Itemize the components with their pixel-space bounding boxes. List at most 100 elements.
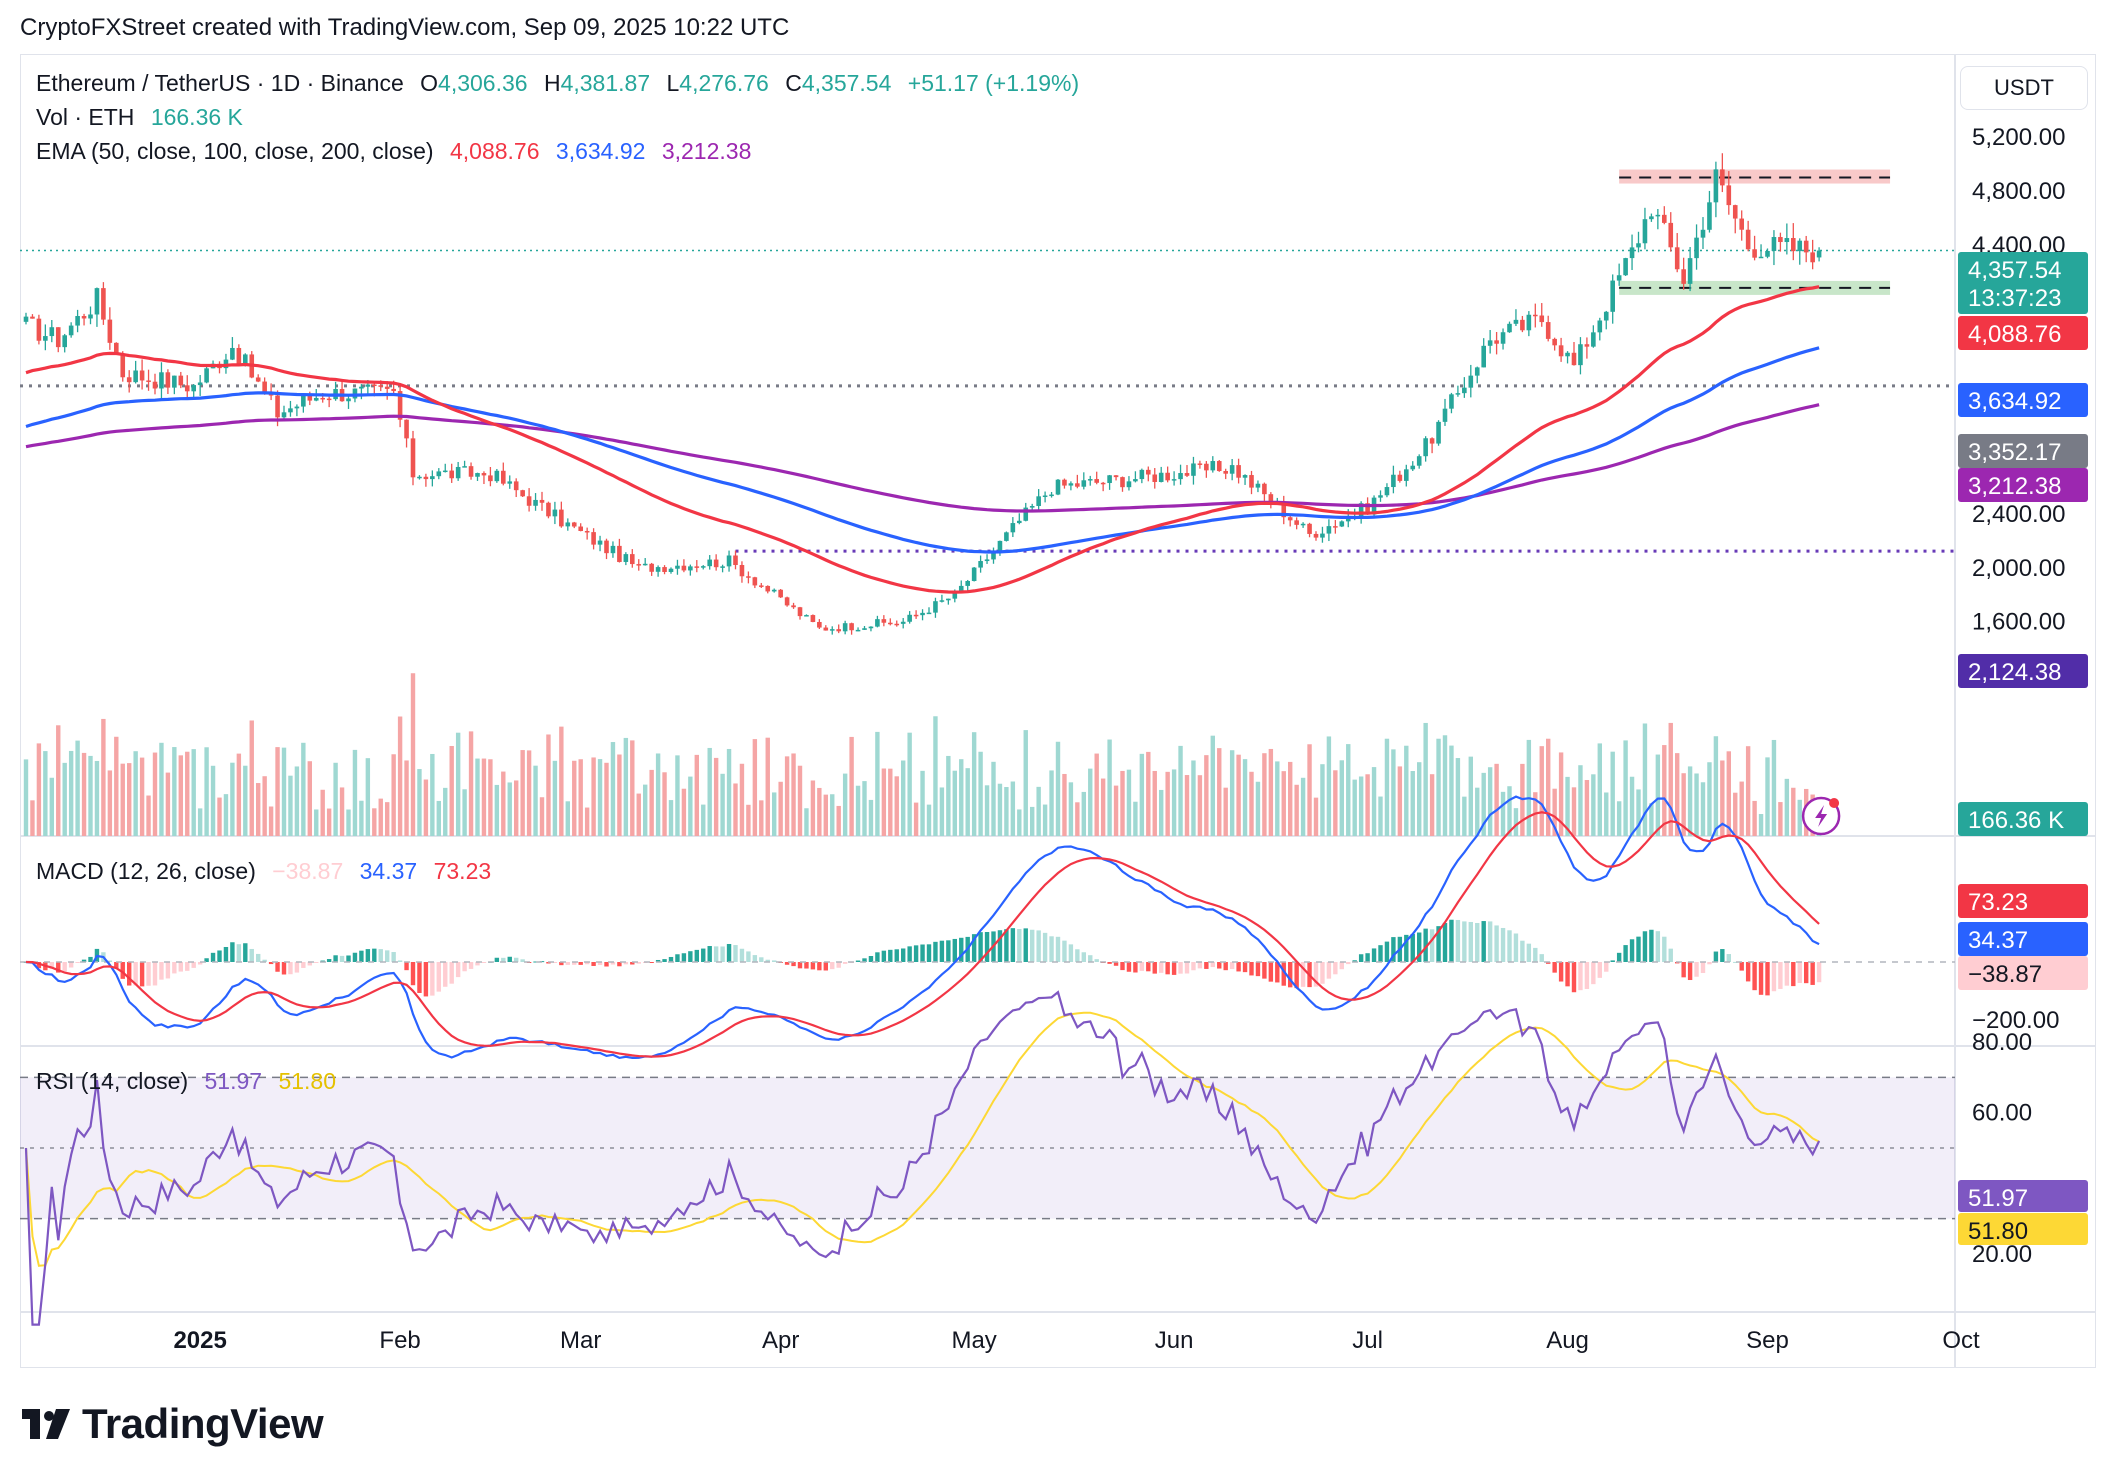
price-tick-label: 2,400.00 <box>1972 501 2065 528</box>
candle-body <box>114 342 119 355</box>
candle-body <box>1429 438 1435 444</box>
tradingview-logo[interactable]: TradingView <box>22 1400 324 1448</box>
volume-bar <box>120 763 125 836</box>
currency-selector[interactable]: USDT <box>1960 66 2088 110</box>
volume-bar <box>901 760 906 836</box>
macd-hist-bar <box>333 955 338 962</box>
ema-label[interactable]: EMA (50, close, 100, close, 200, close) <box>36 138 434 164</box>
volume-bar <box>1100 778 1106 836</box>
candle-body <box>1636 243 1641 248</box>
volume-bar <box>939 787 945 836</box>
candle-body <box>1410 465 1416 470</box>
macd-hist-bar <box>1694 962 1699 977</box>
macd-hist-bar <box>1171 962 1177 975</box>
volume-bar <box>152 752 158 836</box>
volume-bar <box>1165 771 1170 836</box>
macd-hist-bar <box>804 962 809 969</box>
volume-bar <box>1662 745 1667 836</box>
candle-body <box>288 408 293 413</box>
close-value: 4,357.54 <box>801 70 892 96</box>
macd-signal-tag-bg <box>1958 884 2088 918</box>
candle-body <box>152 381 158 389</box>
volume-bar <box>62 762 67 836</box>
candle-body <box>559 509 564 527</box>
candle-body <box>1584 344 1590 347</box>
macd-hist-bar <box>907 946 912 962</box>
macd-hist-bar <box>1816 962 1822 983</box>
candle-body <box>159 372 164 389</box>
volume-bar <box>210 765 216 836</box>
candle-body <box>771 589 777 592</box>
volume-bar <box>713 757 719 836</box>
macd-line-value: 34.37 <box>359 858 418 884</box>
macd-hist-bar <box>1358 954 1364 962</box>
macd-hist-bar <box>1184 962 1190 974</box>
volume-bar <box>526 750 532 836</box>
support-zone <box>1619 280 1891 295</box>
candle-body <box>868 626 874 629</box>
volume-bar <box>707 747 712 836</box>
macd-hist-bar <box>1533 947 1538 962</box>
volume-bar <box>643 784 648 836</box>
candle-body <box>243 354 248 366</box>
ema50-value: 4,088.76 <box>449 138 540 164</box>
candle-body <box>546 502 551 517</box>
macd-hist-bar <box>836 962 841 968</box>
macd-hist-bar <box>1778 962 1783 989</box>
volume-bar <box>1326 736 1332 836</box>
volume-bar <box>191 749 196 836</box>
macd-hist-bar <box>1604 962 1609 972</box>
macd-hist-bar <box>1720 949 1725 962</box>
rsi-label[interactable]: RSI (14, close) <box>36 1068 189 1094</box>
candle-body <box>1668 222 1674 248</box>
volume-bar <box>1333 770 1338 836</box>
candle-body <box>739 565 745 577</box>
volume-bar <box>559 726 564 836</box>
candle-body <box>423 476 429 480</box>
macd-hist-bar <box>1165 962 1170 975</box>
macd-hist-bar <box>1191 962 1196 971</box>
volume-bar <box>1417 762 1422 836</box>
volume-bar <box>1307 744 1312 836</box>
volume-bar <box>946 755 951 836</box>
volume-bar <box>630 740 635 836</box>
candle-body <box>836 629 841 632</box>
volume-label[interactable]: Vol · ETH <box>36 104 135 130</box>
candle-body <box>475 473 480 477</box>
macd-hist-bar <box>1094 959 1099 962</box>
macd-hist-bar <box>114 962 119 969</box>
volume-bar <box>1255 781 1261 836</box>
candle-body <box>694 566 700 568</box>
candle-body <box>1294 520 1299 525</box>
volume-bar <box>1565 776 1570 836</box>
candle-body <box>842 623 848 632</box>
macd-hist-bar <box>584 962 590 965</box>
macd-hist-tag-bg <box>1958 956 2088 990</box>
volume-bar <box>572 760 577 836</box>
macd-hist-bar <box>1539 954 1544 962</box>
macd-label[interactable]: MACD (12, 26, close) <box>36 858 256 884</box>
volume-bar <box>565 801 570 836</box>
candle-body <box>410 438 416 478</box>
volume-bar <box>1358 776 1364 836</box>
macd-hist-bar <box>1442 922 1448 962</box>
macd-hist-bar <box>204 958 209 962</box>
candle-body <box>1603 311 1609 321</box>
volume-bar <box>1223 787 1228 836</box>
volume-bar <box>881 768 887 836</box>
symbol-name[interactable]: Ethereum / TetherUS · 1D · Binance <box>36 70 404 96</box>
macd-hist-bar <box>559 962 564 966</box>
candle-body <box>1320 533 1325 538</box>
candle-body <box>946 598 951 601</box>
volume-bar <box>1300 777 1306 836</box>
candle-body <box>204 368 209 383</box>
candle-body <box>1533 314 1538 317</box>
volume-bar <box>1036 786 1041 836</box>
macd-hist-bar <box>1042 932 1048 962</box>
macd-hist-bar <box>1146 962 1151 972</box>
macd-hist-bar <box>1713 951 1719 962</box>
ema50-price-tag-bg <box>1958 316 2088 350</box>
volume-bar <box>256 783 261 836</box>
candle-body <box>1216 461 1222 472</box>
